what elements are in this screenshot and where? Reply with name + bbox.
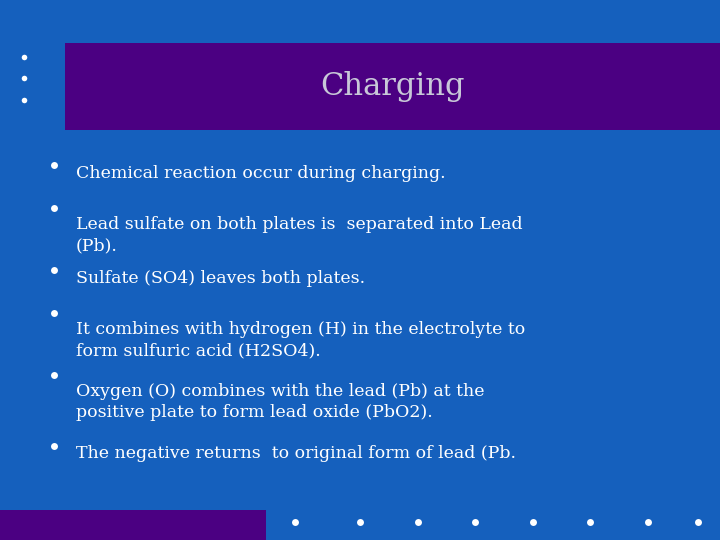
Text: Chemical reaction occur during charging.: Chemical reaction occur during charging. (76, 165, 445, 181)
Text: The negative returns  to original form of lead (Pb.: The negative returns to original form of… (76, 446, 516, 462)
Text: It combines with hydrogen (H) in the electrolyte to
form sulfuric acid (H2SO4).: It combines with hydrogen (H) in the ele… (76, 321, 525, 359)
FancyBboxPatch shape (65, 43, 720, 130)
Text: Charging: Charging (320, 71, 464, 102)
Text: Lead sulfate on both plates is  separated into Lead
(Pb).: Lead sulfate on both plates is separated… (76, 216, 522, 254)
Text: Oxygen (O) combines with the lead (Pb) at the
positive plate to form lead oxide : Oxygen (O) combines with the lead (Pb) a… (76, 383, 484, 421)
FancyBboxPatch shape (0, 510, 266, 540)
Text: Sulfate (SO4) leaves both plates.: Sulfate (SO4) leaves both plates. (76, 270, 365, 287)
